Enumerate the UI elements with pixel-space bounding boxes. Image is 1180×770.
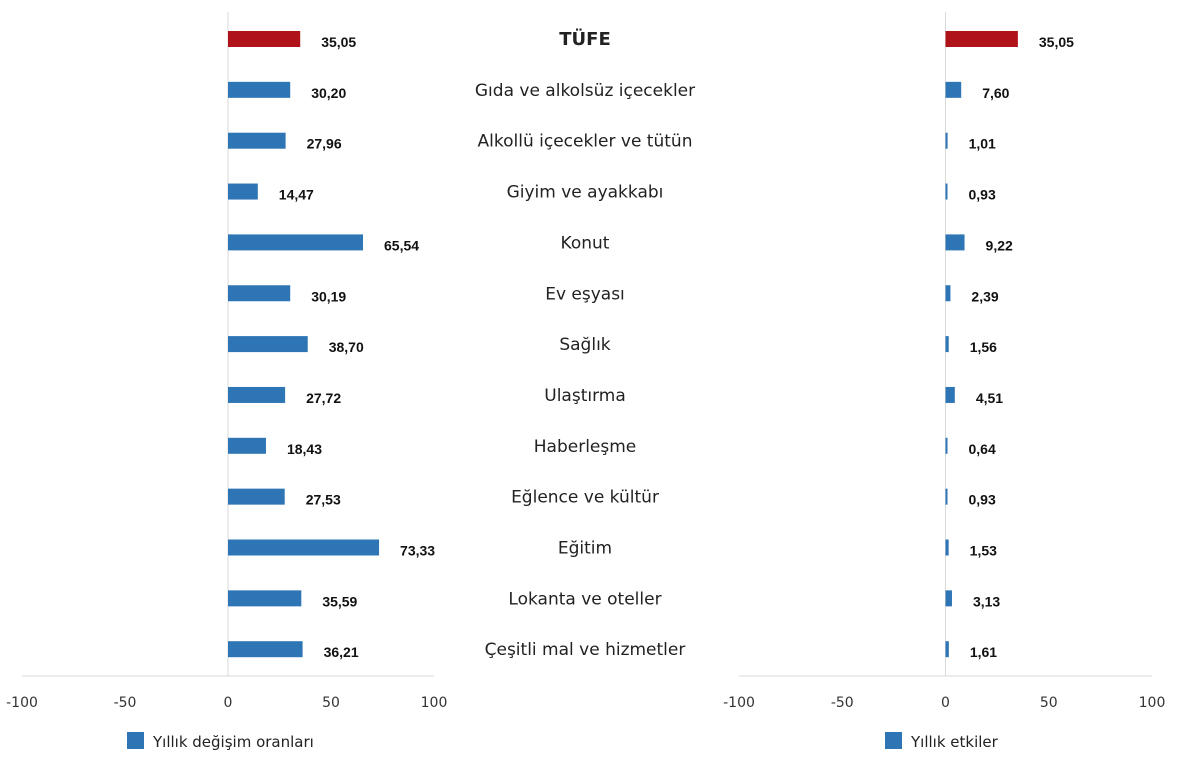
bar	[228, 234, 364, 251]
bar	[945, 336, 949, 353]
value-label: 1,01	[969, 136, 996, 152]
value-label: 18,43	[287, 441, 322, 457]
x-tick-label: -50	[831, 695, 854, 711]
bar	[945, 285, 951, 302]
legend-swatch	[127, 732, 144, 749]
bar	[228, 81, 291, 98]
bar	[945, 539, 949, 556]
category-label: Ulaştırma	[544, 386, 626, 406]
bar	[945, 590, 952, 607]
legend-right: Yıllık etkiler	[885, 732, 999, 751]
bar	[945, 81, 962, 98]
bar	[945, 488, 948, 505]
value-label: 1,61	[970, 644, 997, 660]
bar	[228, 641, 303, 658]
value-label: 27,72	[306, 390, 341, 406]
bar	[228, 590, 302, 607]
category-label: Lokanta ve oteller	[508, 589, 661, 609]
value-label: 27,96	[307, 136, 342, 152]
bar	[945, 641, 949, 658]
value-label: 9,22	[986, 237, 1013, 253]
category-label: Çeşitli mal ve hizmetler	[485, 640, 686, 660]
x-tick-label: 100	[1139, 695, 1166, 711]
value-label: 3,13	[973, 593, 1000, 609]
legend-swatch	[885, 732, 902, 749]
legend-label: Yıllık değişim oranları	[152, 733, 314, 751]
value-label: 1,56	[970, 339, 997, 355]
bar	[228, 386, 286, 403]
bar	[945, 386, 955, 403]
value-label: 30,19	[311, 288, 346, 304]
bar	[945, 234, 965, 251]
bar	[228, 488, 285, 505]
category-label: Konut	[561, 233, 610, 253]
x-tick-label: 50	[1040, 695, 1058, 711]
x-tick-label: -100	[723, 695, 755, 711]
value-label: 7,60	[982, 85, 1009, 101]
bar	[228, 132, 286, 149]
category-label: Sağlık	[559, 335, 610, 355]
bar	[945, 132, 948, 149]
value-label: 4,51	[976, 390, 1003, 406]
value-label: 0,64	[969, 441, 996, 457]
value-label: 2,39	[971, 288, 998, 304]
value-label: 0,93	[969, 492, 996, 508]
value-label: 0,93	[969, 187, 996, 203]
bar-highlight	[945, 31, 1018, 47]
category-label: Ev eşyası	[545, 284, 625, 304]
bar-highlight	[228, 31, 301, 47]
category-label: Alkollü içecekler ve tütün	[478, 132, 693, 152]
bar	[945, 183, 948, 200]
x-tick-label: -50	[114, 695, 137, 711]
bar	[228, 336, 308, 353]
bar	[228, 183, 258, 200]
value-label: 14,47	[279, 187, 314, 203]
category-label: Haberleşme	[534, 437, 637, 457]
bar	[228, 285, 291, 302]
value-label: 38,70	[329, 339, 364, 355]
category-label: Gıda ve alkolsüz içecekler	[475, 81, 695, 101]
category-label: Eğitim	[558, 539, 612, 559]
x-tick-label: 100	[421, 695, 448, 711]
value-label: 73,33	[400, 543, 435, 559]
value-label: 65,54	[384, 237, 419, 253]
category-label: Giyim ve ayakkabı	[507, 183, 664, 203]
legend-left: Yıllık değişim oranları	[127, 732, 314, 751]
bar	[945, 437, 948, 454]
value-label: 35,59	[322, 593, 357, 609]
value-label: 1,53	[970, 543, 997, 559]
bar	[228, 437, 266, 454]
value-label: 35,05	[321, 34, 356, 50]
value-label: 35,05	[1039, 34, 1074, 50]
x-tick-label: 0	[224, 695, 233, 711]
value-label: 27,53	[306, 492, 341, 508]
x-tick-label: -100	[6, 695, 38, 711]
legend-label: Yıllık etkiler	[910, 733, 999, 751]
category-label: Eğlence ve kültür	[511, 488, 659, 508]
category-label: TÜFE	[559, 28, 611, 50]
bar	[228, 539, 380, 556]
value-label: 36,21	[324, 644, 359, 660]
value-label: 30,20	[311, 85, 346, 101]
x-tick-label: 0	[941, 695, 950, 711]
x-tick-label: 50	[322, 695, 340, 711]
